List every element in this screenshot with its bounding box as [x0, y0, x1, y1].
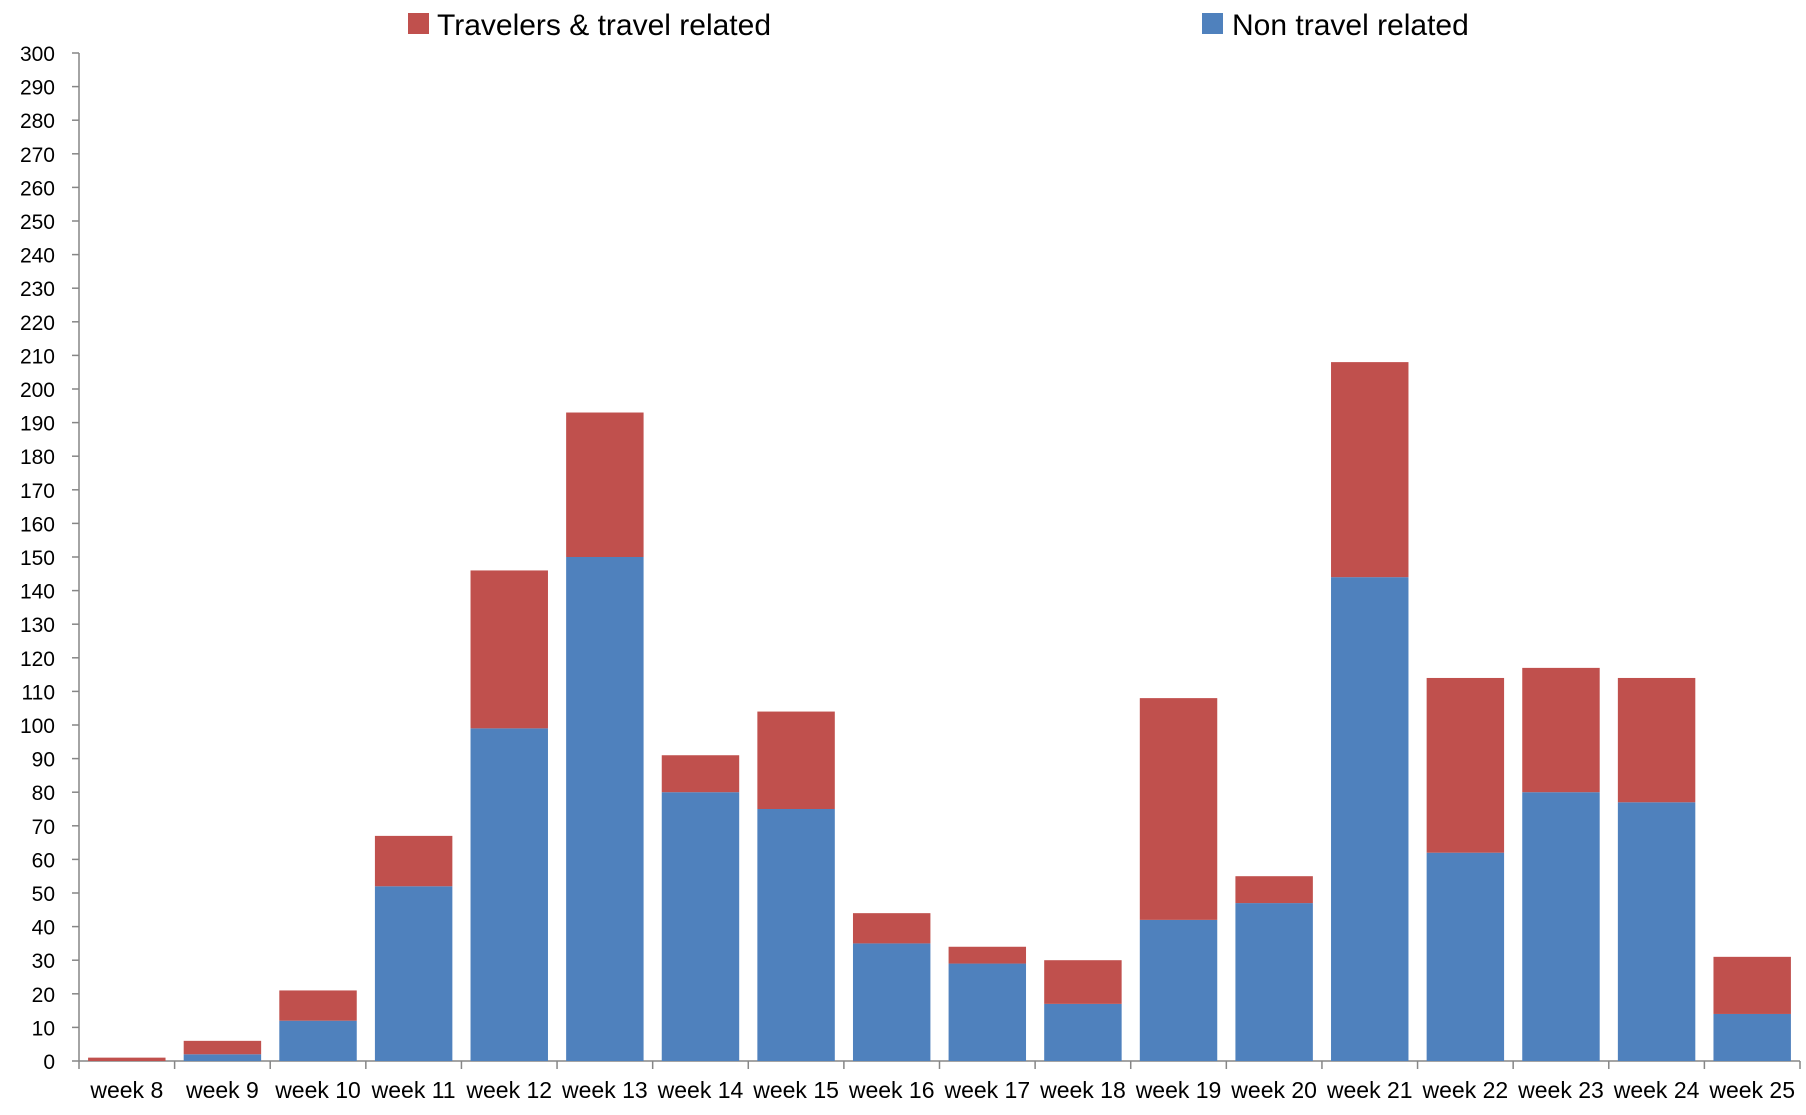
- y-tick-label: 190: [20, 413, 55, 436]
- bar-non-travel-related-week-15: [757, 809, 835, 1061]
- legend-swatch-non-travel: [1202, 13, 1223, 34]
- bar-travelers-and-travel-related-week-8: [88, 1057, 166, 1061]
- x-tick-label: week 23: [1517, 1077, 1604, 1103]
- bar-non-travel-related-week-21: [1331, 577, 1409, 1061]
- x-tick-label: week 10: [274, 1077, 361, 1103]
- y-tick-label: 80: [32, 782, 55, 805]
- bar-non-travel-related-week-9: [183, 1054, 262, 1061]
- y-tick-label: 70: [32, 816, 55, 839]
- y-tick-label: 180: [20, 446, 55, 469]
- y-tick-label: 30: [32, 950, 55, 973]
- y-tick-label: 160: [20, 513, 55, 536]
- bar-non-travel-related-week-18: [1044, 1003, 1122, 1061]
- x-tick-label: week 21: [1326, 1077, 1413, 1103]
- y-tick-label: 260: [20, 177, 55, 200]
- bar-non-travel-related-week-11: [374, 886, 453, 1061]
- bar-travelers-and-travel-related-week-9: [183, 1040, 262, 1055]
- y-tick-label: 90: [32, 749, 55, 772]
- y-tick-label: 10: [32, 1017, 55, 1040]
- y-tick-label: 200: [20, 379, 55, 402]
- y-tick-label: 280: [20, 110, 55, 133]
- bar-travelers-and-travel-related-week-20: [1235, 876, 1313, 904]
- bar-non-travel-related-week-12: [470, 728, 548, 1061]
- x-tick-label: week 15: [752, 1077, 839, 1103]
- bar-non-travel-related-week-17: [948, 963, 1027, 1061]
- bars: [88, 362, 1791, 1061]
- bar-travelers-and-travel-related-week-24: [1617, 677, 1696, 803]
- x-tick-label: week 14: [657, 1077, 744, 1103]
- bar-travelers-and-travel-related-week-21: [1331, 362, 1409, 578]
- bar-non-travel-related-week-22: [1426, 852, 1505, 1061]
- y-tick-label: 220: [20, 312, 55, 335]
- y-tick-label: 140: [20, 581, 55, 604]
- y-tick-label: 20: [32, 984, 55, 1007]
- x-tick-label: week 22: [1422, 1077, 1509, 1103]
- y-tick-label: 100: [20, 715, 55, 738]
- y-tick-label: 300: [20, 43, 55, 66]
- bar-non-travel-related-week-10: [279, 1020, 357, 1061]
- legend-label-travel: Travelers & travel related: [437, 9, 771, 42]
- legend: Travelers & travel related Non travel re…: [408, 9, 1469, 42]
- y-tick-label: 230: [20, 278, 55, 301]
- x-tick-label: week 12: [465, 1077, 552, 1103]
- x-tick-label: week 17: [943, 1077, 1030, 1103]
- bar-travelers-and-travel-related-week-12: [470, 570, 548, 729]
- bar-non-travel-related-week-24: [1617, 802, 1696, 1061]
- bar-travelers-and-travel-related-week-23: [1522, 667, 1600, 793]
- x-tick-label: week 19: [1135, 1077, 1222, 1103]
- y-tick-label: 290: [20, 77, 55, 100]
- bar-travelers-and-travel-related-week-16: [852, 913, 931, 944]
- bar-travelers-and-travel-related-week-11: [374, 835, 453, 887]
- y-tick-label: 120: [20, 648, 55, 671]
- bar-travelers-and-travel-related-week-14: [661, 755, 740, 793]
- y-tick-label: 170: [20, 480, 55, 503]
- x-tick-label: week 16: [848, 1077, 935, 1103]
- bar-non-travel-related-week-23: [1522, 792, 1600, 1061]
- y-tick-label: 50: [32, 883, 55, 906]
- bar-travelers-and-travel-related-week-18: [1044, 960, 1122, 1004]
- bar-non-travel-related-week-14: [661, 792, 740, 1061]
- legend-swatch-travel: [408, 13, 429, 34]
- x-tick-label: week 13: [561, 1077, 648, 1103]
- bar-non-travel-related-week-13: [566, 557, 644, 1061]
- y-tick-label: 270: [20, 144, 55, 167]
- bar-travelers-and-travel-related-week-19: [1139, 698, 1218, 920]
- bar-non-travel-related-week-19: [1139, 919, 1218, 1061]
- bar-travelers-and-travel-related-week-22: [1426, 677, 1505, 853]
- bar-travelers-and-travel-related-week-10: [279, 990, 357, 1021]
- y-tick-label: 0: [43, 1051, 55, 1074]
- x-tick-label: week 8: [89, 1077, 163, 1103]
- bar-travelers-and-travel-related-week-13: [566, 412, 644, 557]
- x-tick-label: week 20: [1230, 1077, 1317, 1103]
- y-tick-label: 250: [20, 211, 55, 234]
- y-axis-ticks: 0 10 20 30 40 50 60 70 80 90 100 110 120 130 140 150 160…: [20, 43, 79, 1074]
- x-tick-label: week 18: [1039, 1077, 1126, 1103]
- bar-travelers-and-travel-related-week-25: [1713, 956, 1791, 1014]
- bar-travelers-and-travel-related-week-17: [948, 946, 1027, 964]
- y-tick-label: 60: [32, 849, 55, 872]
- y-tick-label: 210: [20, 345, 55, 368]
- bar-non-travel-related-week-16: [852, 943, 931, 1061]
- x-axis-ticks: week 8 week 9 week 10 week 11 week 12 week 13…: [78, 1061, 1801, 1103]
- bar-non-travel-related-week-25: [1713, 1013, 1791, 1061]
- x-tick-label: week 25: [1708, 1077, 1795, 1103]
- y-tick-label: 240: [20, 245, 55, 268]
- bar-non-travel-related-week-20: [1235, 903, 1313, 1061]
- y-tick-label: 40: [32, 917, 55, 940]
- y-tick-label: 150: [20, 547, 55, 570]
- x-tick-label: week 11: [371, 1077, 456, 1103]
- bar-travelers-and-travel-related-week-15: [757, 711, 835, 809]
- y-tick-label: 130: [20, 614, 55, 637]
- x-tick-label: week 9: [185, 1077, 259, 1103]
- y-tick-label: 110: [22, 681, 55, 704]
- x-tick-label: week 24: [1613, 1077, 1700, 1103]
- legend-label-non-travel: Non travel related: [1232, 9, 1469, 42]
